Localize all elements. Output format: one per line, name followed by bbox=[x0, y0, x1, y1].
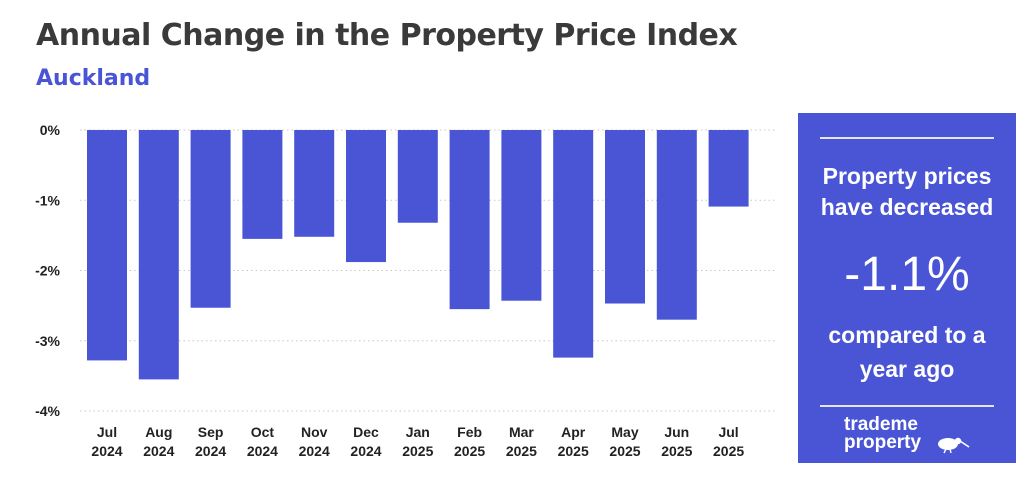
bar-chart: 0% -1% -2% -3% -4% Jul 2024 Aug 2024 Sep 2024 Oct 20… bbox=[35, 122, 775, 459]
panel-footer-line2: year ago bbox=[859, 356, 955, 382]
y-tick-label: -3% bbox=[35, 333, 60, 349]
bar bbox=[656, 130, 697, 320]
panel-footer-line1: compared to a bbox=[828, 322, 986, 348]
x-tick-month: Mar bbox=[509, 424, 534, 440]
bar bbox=[449, 130, 490, 310]
bar bbox=[242, 130, 283, 239]
x-tick-year: 2025 bbox=[506, 443, 537, 459]
x-tick-label: Jun 2025 bbox=[661, 424, 692, 459]
logo-text-trademe: trademe bbox=[844, 414, 918, 435]
panel-change-value: -1.1% bbox=[844, 248, 970, 301]
x-tick-year: 2025 bbox=[454, 443, 485, 459]
x-tick-label: Dec 2024 bbox=[350, 424, 381, 459]
x-tick-month: Jul bbox=[97, 424, 117, 440]
x-tick-year: 2024 bbox=[143, 443, 174, 459]
y-tick-label: -4% bbox=[35, 403, 60, 419]
x-tick-month: Feb bbox=[457, 424, 482, 440]
bar bbox=[346, 130, 386, 263]
bar bbox=[294, 130, 335, 237]
x-tick-month: Aug bbox=[145, 424, 172, 440]
x-tick-month: Apr bbox=[561, 424, 586, 440]
x-tick-year: 2025 bbox=[713, 443, 744, 459]
y-tick-label: -1% bbox=[35, 192, 60, 208]
x-tick-label: May 2025 bbox=[609, 424, 640, 459]
bar bbox=[708, 130, 749, 207]
x-tick-year: 2024 bbox=[350, 443, 381, 459]
x-tick-label: Jan 2025 bbox=[402, 424, 433, 459]
panel-divider-top bbox=[820, 137, 994, 139]
x-tick-label: Feb 2025 bbox=[454, 424, 485, 459]
panel-headline-line2: have decreased bbox=[820, 194, 994, 220]
x-tick-month: Dec bbox=[353, 424, 379, 440]
chart-title: Annual Change in the Property Price Inde… bbox=[36, 18, 738, 53]
bar bbox=[190, 130, 231, 308]
bar bbox=[397, 130, 438, 223]
bar bbox=[605, 130, 645, 304]
panel-headline: Property prices have decreased bbox=[798, 161, 1016, 223]
x-tick-year: 2025 bbox=[609, 443, 640, 459]
panel-headline-line1: Property prices bbox=[822, 163, 992, 189]
panel-divider-bottom bbox=[820, 405, 994, 407]
x-tick-label: Sep 2024 bbox=[195, 424, 226, 459]
summary-panel: Property prices have decreased -1.1% com… bbox=[798, 113, 1016, 463]
x-tick-year: 2025 bbox=[661, 443, 692, 459]
bar bbox=[501, 130, 542, 301]
x-tick-year: 2024 bbox=[247, 443, 278, 459]
bar bbox=[553, 130, 594, 358]
x-tick-month: Nov bbox=[301, 424, 328, 440]
y-tick-label: 0% bbox=[40, 122, 61, 138]
x-tick-year: 2024 bbox=[91, 443, 122, 459]
kiwi-bird-icon bbox=[938, 437, 970, 454]
x-tick-label: Nov 2024 bbox=[299, 424, 330, 459]
x-tick-label: Mar 2025 bbox=[506, 424, 537, 459]
logo-text-property: property bbox=[844, 432, 922, 453]
x-tick-month: May bbox=[611, 424, 638, 440]
x-tick-label: Aug 2024 bbox=[143, 424, 174, 459]
x-tick-label: Jul 2025 bbox=[713, 424, 744, 459]
x-tick-year: 2024 bbox=[299, 443, 330, 459]
y-tick-label: -2% bbox=[35, 263, 60, 279]
x-tick-year: 2025 bbox=[402, 443, 433, 459]
panel-footer: compared to a year ago bbox=[798, 318, 1016, 386]
x-tick-month: Oct bbox=[251, 424, 275, 440]
trademe-property-logo: trademe property bbox=[844, 415, 984, 459]
x-tick-label: Apr 2025 bbox=[558, 424, 589, 459]
x-tick-label: Oct 2024 bbox=[247, 424, 278, 459]
x-tick-year: 2024 bbox=[195, 443, 226, 459]
bar bbox=[138, 130, 179, 380]
x-tick-month: Jan bbox=[406, 424, 430, 440]
x-tick-month: Jun bbox=[664, 424, 689, 440]
x-tick-year: 2025 bbox=[558, 443, 589, 459]
bar bbox=[87, 130, 127, 361]
x-tick-month: Sep bbox=[198, 424, 224, 440]
x-tick-month: Jul bbox=[718, 424, 738, 440]
x-tick-label: Jul 2024 bbox=[91, 424, 122, 459]
chart-subtitle: Auckland bbox=[36, 66, 151, 91]
